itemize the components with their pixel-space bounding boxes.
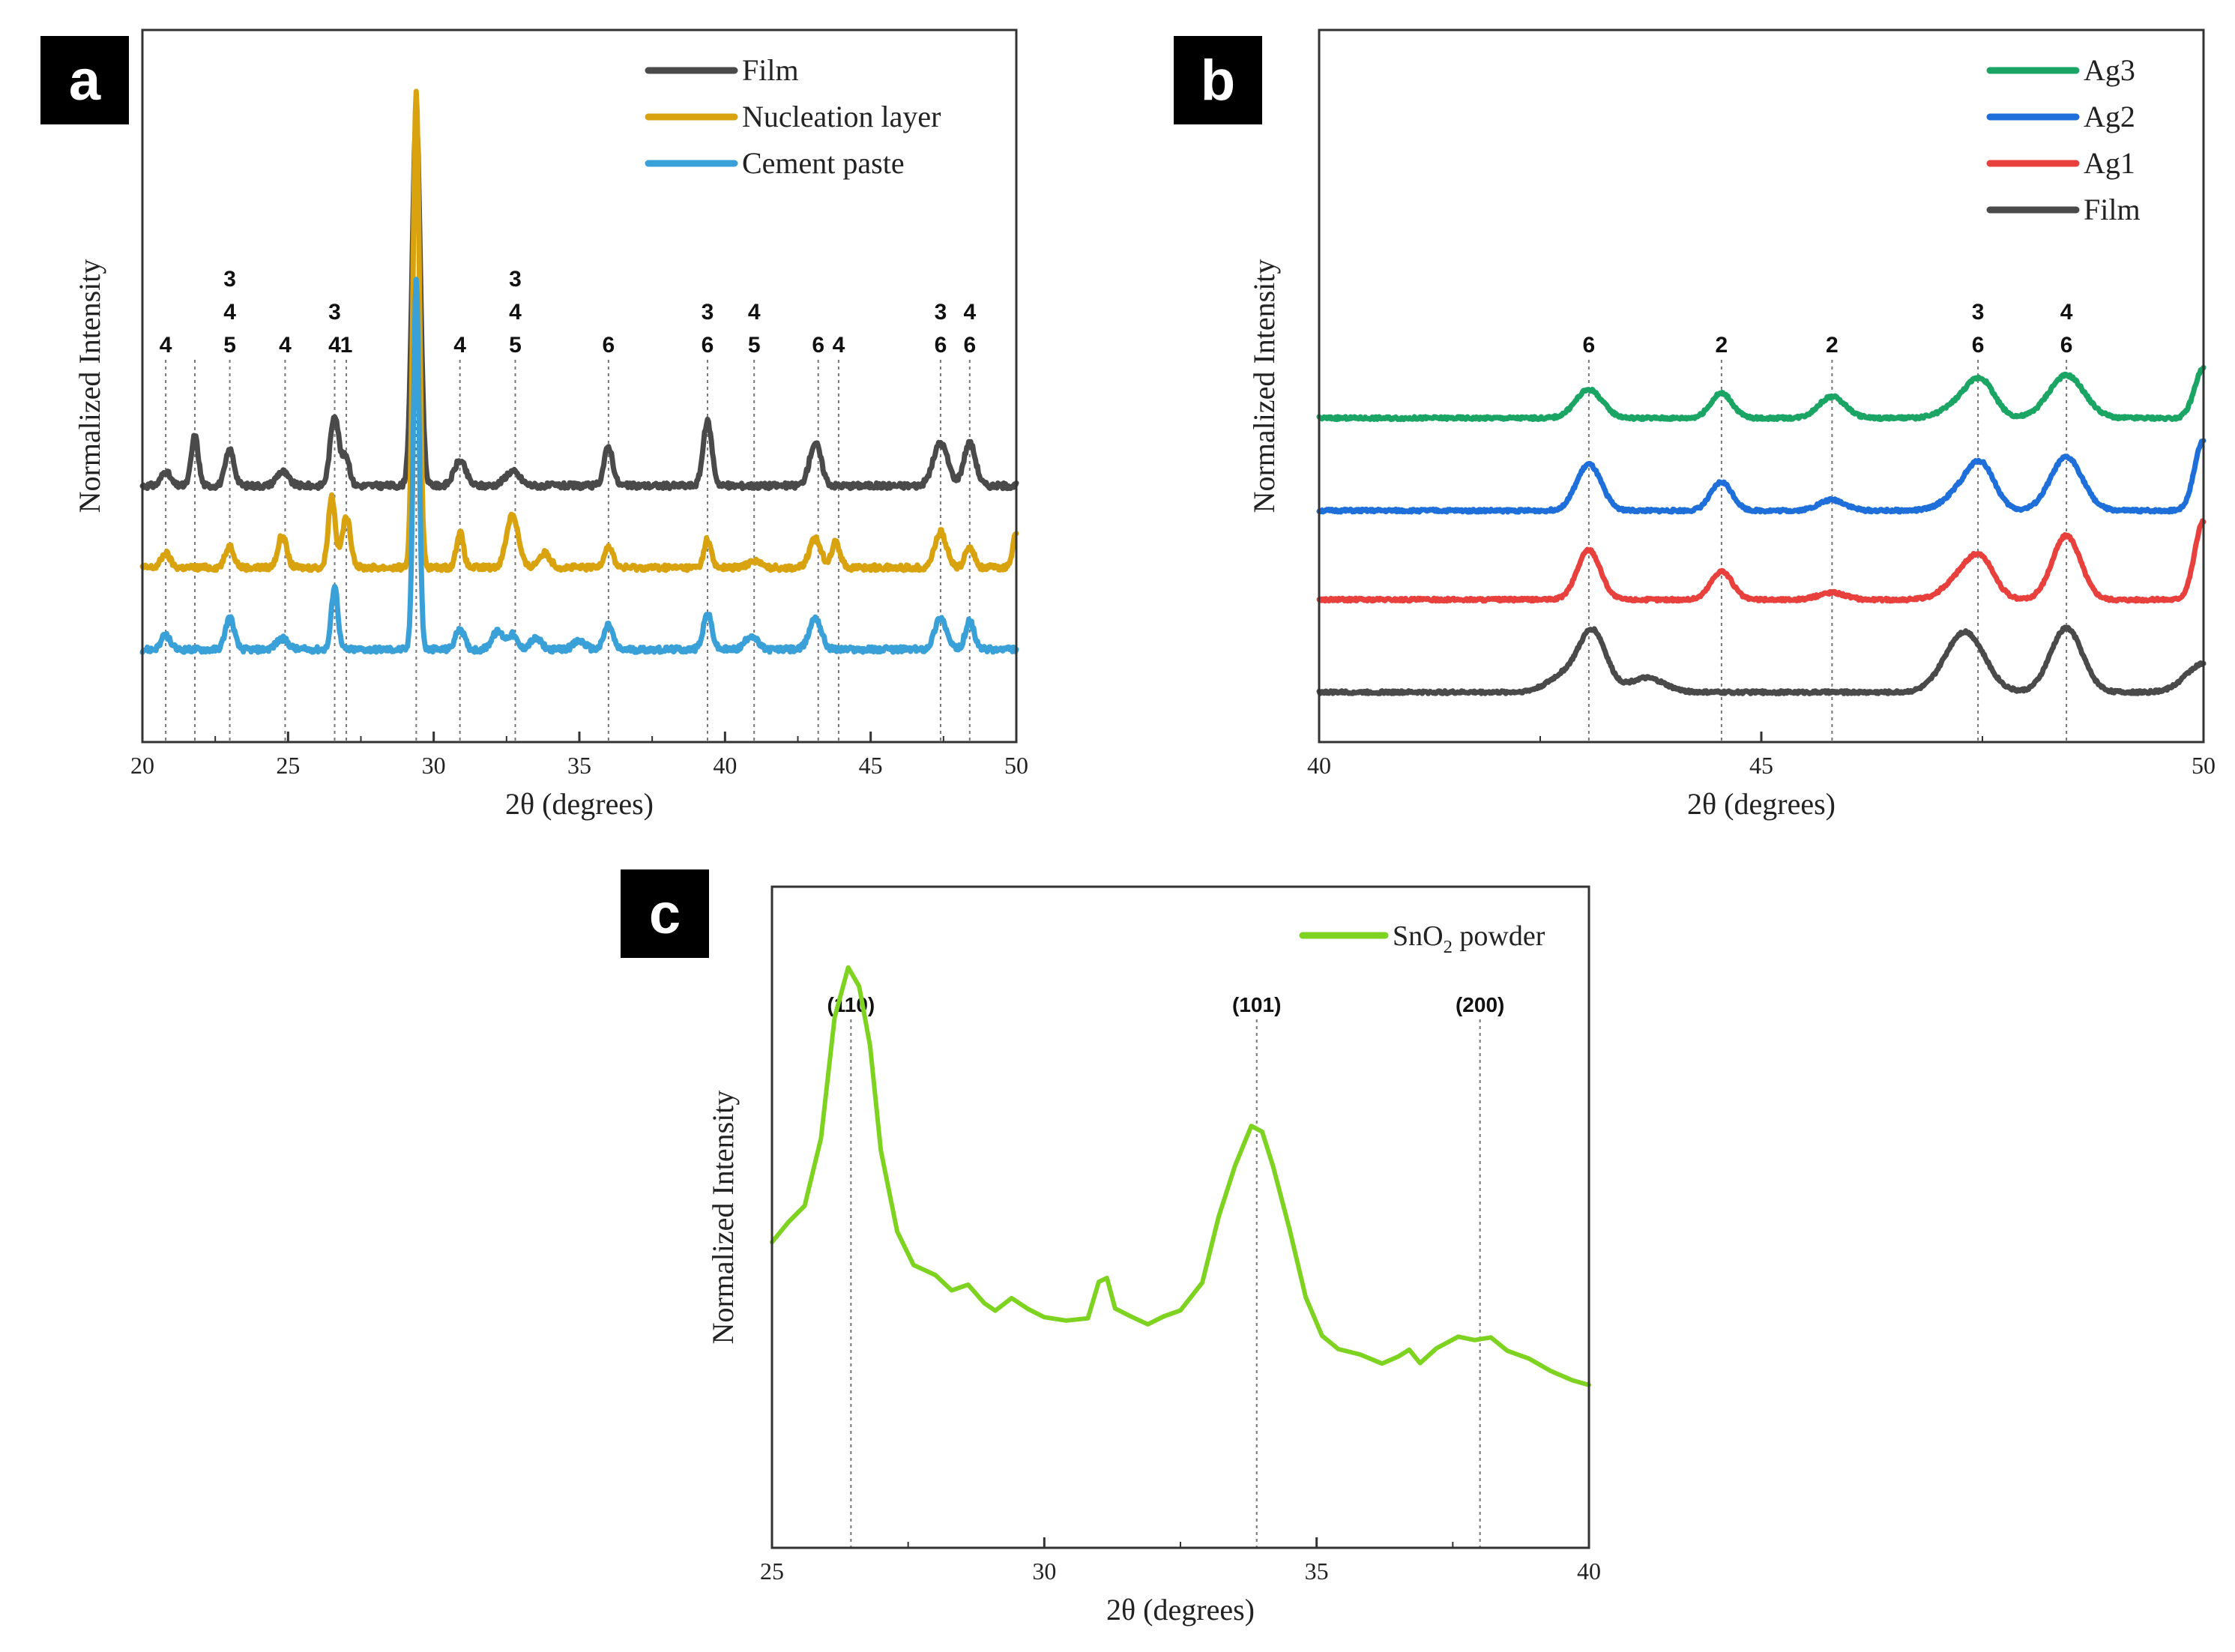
x-tick-label: 35: [1305, 1558, 1329, 1585]
panel-label-box: [621, 869, 709, 958]
peak-label: 4: [2060, 300, 2073, 325]
x-axis-title: 2θ (degrees): [505, 787, 654, 821]
series-line-sno2-powder: [770, 965, 1591, 1387]
panel-label: b: [1201, 49, 1235, 112]
x-tick-label: 30: [422, 752, 446, 779]
legend-label: SnO2 powder: [1393, 920, 1545, 957]
peak-label: 4: [223, 300, 236, 325]
x-axis-title: 2θ (degrees): [1106, 1593, 1255, 1627]
panel-b: b 6 2 2 3 6 4 6 40 45 50 2θ (degrees) Normalized Int…: [1174, 28, 2216, 821]
legend-label: Ag2: [2084, 100, 2135, 133]
peak-label: 6: [1972, 333, 1985, 358]
x-tick-label: 50: [2192, 752, 2216, 779]
panel-label: c: [649, 882, 681, 946]
peak-label: (200): [1456, 993, 1504, 1016]
peak-label: 6: [963, 333, 976, 358]
x-tick-label: 40: [713, 752, 737, 779]
peak-label: 6: [1583, 333, 1596, 358]
series-line-film: [1316, 624, 2207, 696]
peak-label: 6: [2060, 333, 2073, 358]
x-tick-label: 30: [1032, 1558, 1056, 1585]
peak-label: 3: [702, 300, 714, 325]
legend-label: Nucleation layer: [742, 100, 941, 133]
peak-label: 5: [748, 333, 761, 358]
legend-label-suffix: powder: [1453, 920, 1545, 952]
peak-label: 3: [1972, 300, 1985, 325]
peak-label: 4: [453, 333, 466, 358]
legend-label: Cement paste: [742, 146, 905, 180]
peak-label: (101): [1232, 993, 1281, 1016]
legend-label: Ag1: [2084, 146, 2135, 180]
x-tick-label: 25: [760, 1558, 784, 1585]
peak-label: 3: [328, 300, 341, 325]
y-axis-title: Normalized Intensity: [706, 1091, 740, 1345]
panel-label: a: [69, 49, 101, 112]
peak-label: 3: [509, 267, 522, 292]
plot-frame: [141, 28, 1018, 744]
peak-label: 5: [509, 333, 522, 358]
peak-label: 5: [223, 333, 236, 358]
peak-label: 4: [748, 300, 761, 325]
panel-label-box: [40, 36, 129, 124]
legend-label-subscript: 2: [1444, 937, 1453, 957]
peak-label: 6: [935, 333, 947, 358]
x-axis-title: 2θ (degrees): [1687, 787, 1836, 821]
legend-label: Ag3: [2084, 53, 2135, 87]
peak-label: 4: [160, 333, 172, 358]
legend-label: Film: [742, 53, 799, 87]
x-tick-label: 40: [1577, 1558, 1601, 1585]
legend-label: Film: [2084, 193, 2141, 226]
series-line-ag2: [1316, 438, 2207, 515]
y-axis-title: Normalized Intensity: [73, 259, 106, 513]
legend-label-main: SnO: [1393, 920, 1444, 952]
peak-label: 4: [509, 300, 522, 325]
series-line-cement-paste: [139, 277, 1019, 655]
panel-label-box: [1174, 36, 1262, 124]
peak-label: 6: [702, 333, 714, 358]
plot-frame: [1318, 28, 2205, 744]
peak-label: 4: [833, 333, 845, 358]
peak-label: 4: [279, 333, 292, 358]
x-tick-label: 45: [859, 752, 883, 779]
peak-label: 1: [340, 333, 353, 358]
series-line-ag1: [1316, 518, 2207, 604]
peak-label: 2: [1826, 333, 1839, 358]
peak-label: 3: [223, 267, 236, 292]
series-line-ag3: [1316, 364, 2207, 423]
y-axis-title: Normalized Intensity: [1247, 259, 1281, 513]
x-tick-label: 25: [276, 752, 300, 779]
peak-label: 3: [935, 300, 947, 325]
peak-label: 2: [1716, 333, 1728, 358]
peak-label: 6: [603, 333, 615, 358]
x-tick-label: 45: [1749, 752, 1773, 779]
peak-label: 4: [963, 300, 976, 325]
x-tick-label: 40: [1307, 752, 1331, 779]
x-tick-label: 35: [567, 752, 591, 779]
x-tick-label: 50: [1004, 752, 1028, 779]
series-line-nucleation-layer: [139, 88, 1019, 573]
peak-label: 4: [328, 333, 341, 358]
peak-label: 6: [812, 333, 824, 358]
series-line-film: [139, 114, 1019, 492]
x-tick-label: 20: [130, 752, 154, 779]
